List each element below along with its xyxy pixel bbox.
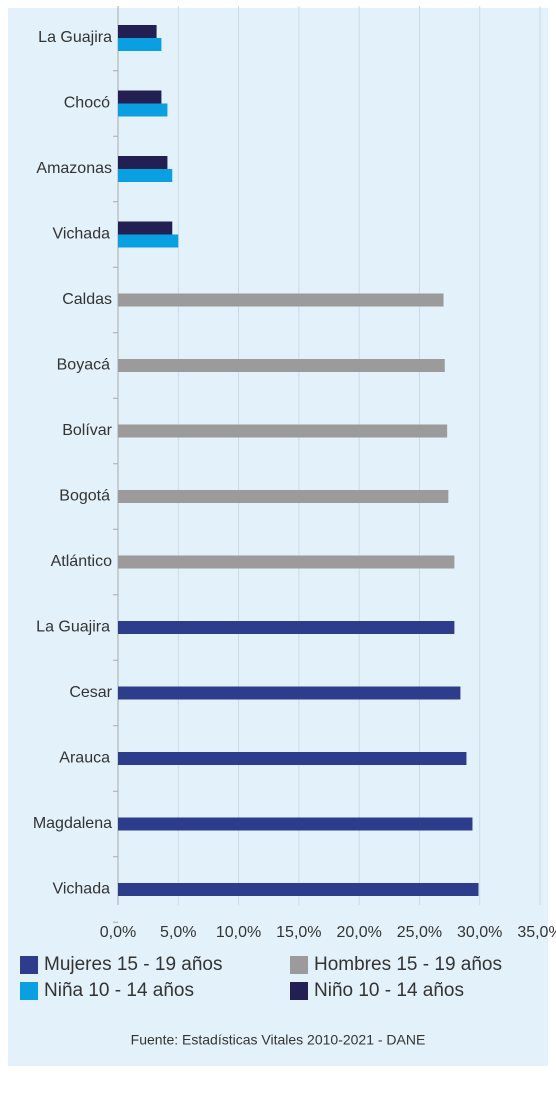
bar — [118, 621, 455, 634]
y-tick-label: Bolívar — [62, 422, 112, 439]
y-tick-label: Chocó — [64, 95, 110, 112]
y-tick-label: Arauca — [59, 750, 110, 767]
y-tick-label: Vichada — [52, 881, 110, 898]
x-tick-label: 35,0% — [517, 924, 556, 941]
x-tick-label: 10,0% — [216, 924, 261, 941]
bar — [118, 817, 473, 831]
bar — [118, 752, 467, 765]
x-tick-label: 5,0% — [160, 924, 196, 941]
legend-label: Niña 10 - 14 años — [44, 980, 194, 1001]
bar — [118, 359, 445, 372]
y-tick-label: Vichada — [52, 226, 110, 243]
bar — [118, 169, 173, 182]
bar — [118, 293, 444, 307]
x-tick-label: 20,0% — [336, 924, 381, 941]
bar — [118, 686, 461, 700]
y-tick-label: Boyacá — [57, 357, 110, 374]
bar — [118, 221, 173, 235]
y-tick-label: Atlántico — [51, 553, 112, 570]
bar — [118, 25, 157, 38]
bar — [118, 156, 168, 169]
bar — [118, 103, 168, 117]
bar — [118, 234, 179, 248]
legend-swatch — [290, 982, 308, 1000]
x-tick-label: 30,0% — [457, 924, 502, 941]
bar — [118, 424, 448, 438]
y-tick-label: Amazonas — [36, 160, 112, 177]
legend-swatch — [290, 956, 308, 974]
legend-swatch — [20, 982, 38, 1000]
y-tick-label: La Guajira — [38, 29, 112, 46]
legend-label: Mujeres 15 - 19 años — [44, 954, 223, 975]
y-tick-label: Cesar — [69, 684, 112, 701]
bar — [118, 555, 455, 569]
x-tick-label: 25,0% — [397, 924, 442, 941]
legend-label: Hombres 15 - 19 años — [314, 954, 502, 975]
source: Fuente: Estadísticas Vitales 2010-2021 -… — [131, 1032, 426, 1048]
bar — [118, 90, 162, 104]
y-tick-label: Bogotá — [59, 488, 110, 505]
legend-swatch — [20, 956, 38, 974]
bar — [118, 38, 162, 51]
x-tick-label: 15,0% — [276, 924, 321, 941]
x-tick-label: 0,0% — [100, 924, 136, 941]
y-tick-label: Magdalena — [33, 815, 112, 832]
y-tick-label: La Guajira — [36, 619, 110, 636]
y-tick-label: Caldas — [62, 291, 112, 308]
legend-label: Niño 10 - 14 años — [314, 980, 464, 1001]
bar — [118, 490, 449, 503]
bar — [118, 883, 479, 896]
